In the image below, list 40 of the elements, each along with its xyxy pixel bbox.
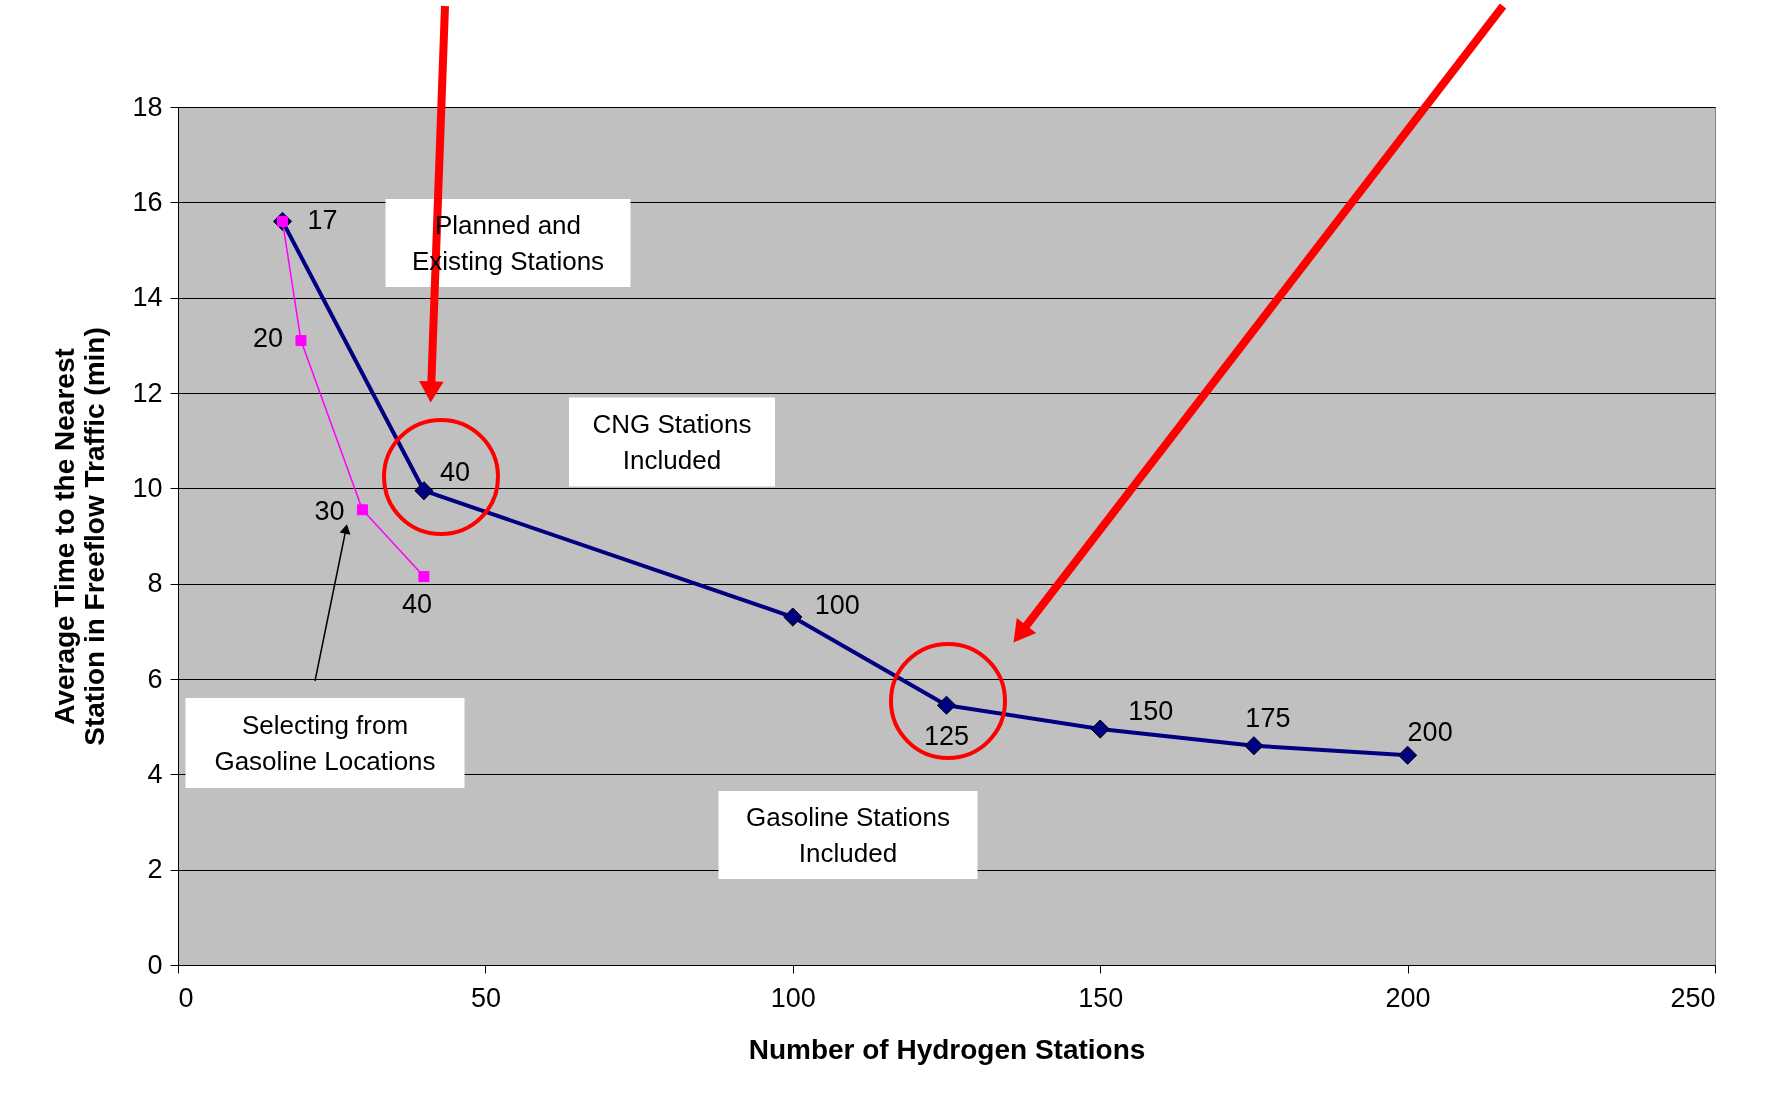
point [936, 695, 957, 715]
annotation: 40 [401, 588, 432, 619]
x-tick-label: 250 [1670, 982, 1716, 1013]
annotation: CNG Stations Included [592, 409, 752, 475]
x-tick-label: 150 [1078, 982, 1124, 1013]
y-tick-label: 6 [147, 663, 163, 694]
point [1090, 719, 1110, 739]
annotation: Selecting from Gasoline Locations [214, 710, 436, 776]
y-tick-label: 0 [147, 949, 163, 980]
annotation: 100 [814, 590, 860, 621]
y-tick-label: 2 [147, 854, 163, 885]
annotation: Gasoline Stations Included [746, 802, 950, 868]
x-axis-title: Number of Hydrogen Stations [748, 1033, 1146, 1065]
point [418, 571, 430, 583]
annotation: 175 [1245, 702, 1291, 733]
y-tick-label: 14 [132, 282, 163, 313]
point [356, 504, 368, 516]
annotation: 30 [314, 495, 345, 526]
annotation: 17 [307, 205, 338, 236]
annotation: 150 [1128, 696, 1174, 727]
point [1398, 745, 1418, 765]
y-tick-label: 4 [147, 758, 163, 789]
x-tick-label: 0 [178, 982, 194, 1013]
point [414, 481, 434, 501]
y-tick-label: 18 [132, 91, 163, 122]
y-tick-label: 10 [132, 472, 163, 503]
point [295, 335, 307, 347]
x-tick-label: 200 [1385, 982, 1431, 1013]
annotation: 125 [923, 721, 970, 752]
y-axis-title: Average Time to the Nearest Station in Freeflow Traffic (min) [49, 327, 111, 746]
point [783, 607, 803, 627]
x-tick-label: 50 [470, 982, 501, 1013]
y-tick-label: 12 [132, 377, 163, 408]
y-tick-label: 16 [132, 186, 163, 217]
x-tick-label: 100 [770, 982, 816, 1013]
annotation: 200 [1407, 717, 1453, 748]
point [1244, 736, 1264, 756]
annotation: 40 [439, 456, 470, 487]
annotation: 20 [252, 322, 283, 353]
y-tick-label: 8 [147, 568, 163, 599]
